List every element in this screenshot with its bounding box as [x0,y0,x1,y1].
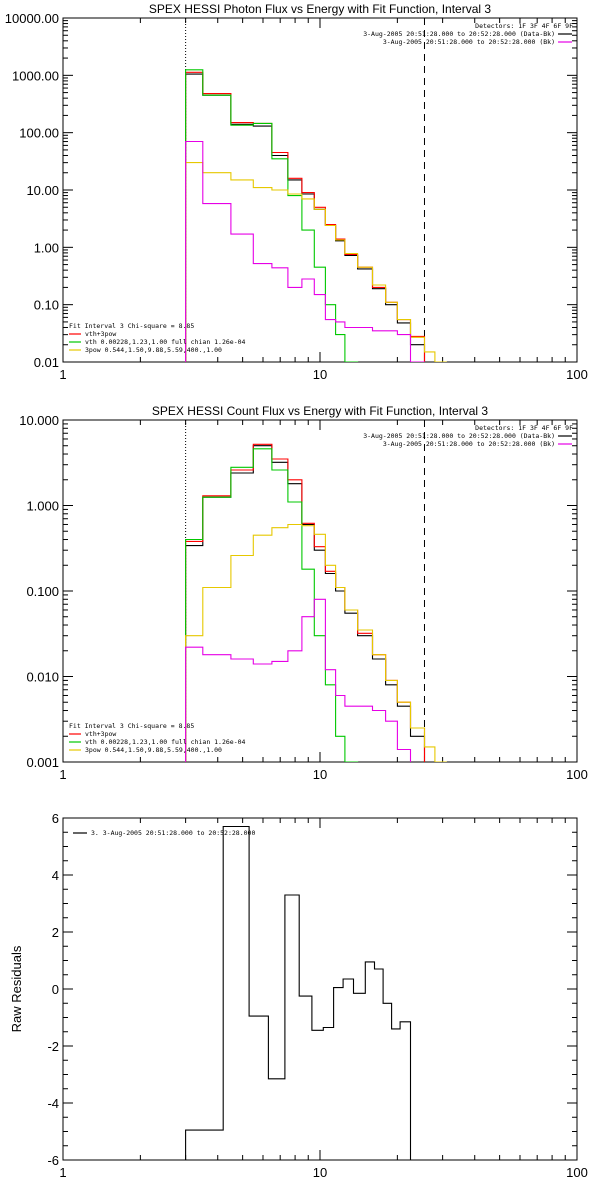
legend-detectors: Detectors: 1F 3F 4F 6F 9F [475,22,573,30]
x-tick-label: 1 [59,1165,66,1180]
y-tick-label: 4 [52,868,59,883]
y-tick-label: 0.10 [34,298,59,313]
plot-frame [62,419,578,763]
y-tick-label: 2 [52,925,59,940]
x-tick-label: 10 [313,1165,327,1180]
series-data-line [185,73,426,362]
legend-fit-label: 3pow 0.544,1.50,9.88,5.59,400.,1.00 [85,346,222,354]
chart-title: SPEX HESSI Photon Flux vs Energy with Fi… [149,2,491,16]
y-tick-label: 10.00 [26,183,59,198]
series-group [185,825,423,1160]
legend-right-label: 3-Aug-2005 20:51:28.000 to 20:52:28.000 … [383,440,555,448]
series-thermal-line [185,448,359,762]
series-group [185,69,447,362]
y-tick-label: 0 [52,982,59,997]
x-tick-label: 100 [566,367,588,382]
legend-detectors: Detectors: 1F 3F 4F 6F 9F [475,424,573,432]
y-tick-label: 10000.00 [5,11,59,26]
legend-right-label: 3-Aug-2005 20:51:28.000 to 20:52:28.000 … [383,38,555,46]
series-total-line [185,443,426,762]
legend-fit-header: Fit Interval 3 Chi-square = 8.85 [69,722,194,730]
y-tick-label: -2 [47,1039,59,1054]
x-tick-label: 1 [59,767,66,782]
chart-panel-3: 1 10 100 -6 -4 -2 0 2 4 6 Raw Residuals 3. 3-Aug-20… [9,811,588,1180]
y-tick-label: 1.00 [34,240,59,255]
legend-right-label: 3-Aug-2005 20:51:28.000 to 20:52:28.000 … [363,30,555,38]
legend-fit-label: vth+3pow [85,330,116,338]
series-total-line [185,71,426,362]
series-data-line [185,445,426,762]
y-tick-label: 1.000 [26,499,59,514]
legend-fit-header: Fit Interval 3 Chi-square = 8.85 [69,322,194,330]
y-tick-label: 1000.00 [12,68,59,83]
x-tick-label: 100 [566,767,588,782]
x-tick-label: 10 [313,367,327,382]
legend-label: 3. 3-Aug-2005 20:51:28.000 to 20:52:28.0… [91,829,255,837]
y-tick-label: 6 [52,811,59,826]
series-group [185,443,447,762]
x-tick-label: 100 [566,1165,588,1180]
y-tick-label: 0.100 [26,584,59,599]
series-background-line [185,598,412,762]
chart-panel-2: SPEX HESSI Count Flux vs Energy with Fit… [19,404,588,782]
y-tick-label: 0.010 [26,670,59,685]
series-thermal-line [185,69,359,362]
legend-right-label: 3-Aug-2005 20:51:28.000 to 20:52:28.000 … [363,432,555,440]
plot-frame [62,817,578,1161]
x-tick-label: 10 [313,767,327,782]
series-data-line [185,825,423,1160]
legend-fit-label: vth+3pow [85,730,116,738]
y-tick-label: -6 [47,1153,59,1168]
y-tick-label: 0.01 [34,355,59,370]
x-tick-label: 1 [59,367,66,382]
legend-fit-label: vth 0.00228,1.23,1.00 full chian 1.26e-0… [85,738,246,746]
y-tick-label: 0.001 [26,755,59,770]
series-powerlaw-line [185,523,447,762]
y-axis-label: Raw Residuals [9,945,24,1032]
chart-panel-1: SPEX HESSI Photon Flux vs Energy with Fi… [5,2,588,382]
y-tick-label: 10.000 [19,413,59,428]
y-tick-label: -4 [47,1096,59,1111]
chart-title: SPEX HESSI Count Flux vs Energy with Fit… [152,404,488,418]
legend-fit-label: vth 0.00228,1.23,1.00 full chian 1.26e-0… [85,338,246,346]
series-background-line [185,140,426,362]
legend-fit-label: 3pow 0.544,1.50,9.88,5.59,400.,1.00 [85,746,222,754]
plot-frame [62,17,578,363]
y-tick-label: 100.00 [19,126,59,141]
